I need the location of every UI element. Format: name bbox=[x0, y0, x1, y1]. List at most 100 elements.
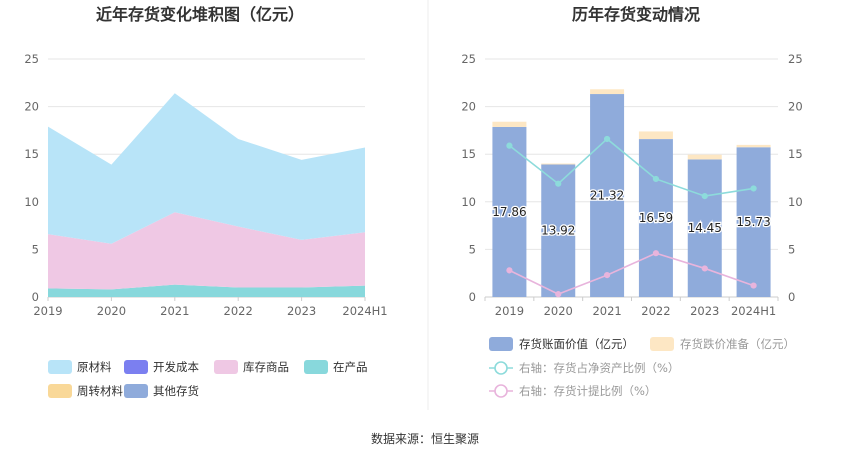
right-y-tick-label: 25 bbox=[461, 52, 476, 66]
bar-impairment-reserve bbox=[541, 163, 576, 165]
line-point bbox=[701, 192, 708, 200]
bar-value-label: 15.73 bbox=[736, 215, 770, 229]
legend-label-net_asset_ratio_line: 右轴：存货占净资产比例（%） bbox=[519, 361, 679, 375]
legend-swatch-other_inventory bbox=[124, 384, 148, 398]
right-x-tick-label: 2022 bbox=[641, 304, 670, 318]
left-y-tick-label: 25 bbox=[24, 52, 39, 66]
bar-book-value bbox=[736, 147, 771, 297]
legend-swatch-dev_cost bbox=[124, 360, 148, 374]
legend-label-turnover_materials: 周转材料 bbox=[77, 384, 123, 398]
right-bar-labels: 17.86 13.92 21.32 16.59 14.45 15.73 bbox=[491, 187, 772, 239]
line-point bbox=[555, 180, 562, 187]
bar-value-label: 14.45 bbox=[688, 221, 722, 235]
left-y-tick-label: 0 bbox=[32, 290, 39, 304]
right-y2-tick-label: 5 bbox=[788, 242, 795, 256]
legend-swatch-finished_goods bbox=[214, 360, 238, 374]
bar-value-label: 13.92 bbox=[541, 224, 575, 238]
right-y2-tick-label: 10 bbox=[788, 195, 803, 209]
right-y-axis-right: 0 5 10 15 20 25 bbox=[788, 52, 803, 304]
right-y-tick-label: 15 bbox=[461, 147, 476, 161]
bar-impairment-reserve bbox=[638, 131, 673, 140]
left-x-axis: 2019 2020 2021 2022 2023 2024H1 bbox=[33, 297, 388, 318]
bar-impairment-reserve bbox=[590, 89, 625, 95]
right-lines bbox=[506, 135, 757, 298]
legend-swatch-wip bbox=[304, 360, 328, 374]
bar-book-value bbox=[638, 139, 673, 297]
area-wip bbox=[48, 284, 365, 297]
line-net_asset_ratio_line bbox=[508, 137, 754, 197]
left-y-tick-label: 10 bbox=[24, 195, 39, 209]
area-raw_materials bbox=[48, 93, 365, 244]
legend-label-other_inventory: 其他存货 bbox=[153, 384, 199, 398]
line-point bbox=[750, 282, 757, 289]
data-source-label: 数据来源：恒生聚源 bbox=[371, 431, 479, 446]
left-x-tick-label: 2024H1 bbox=[342, 304, 387, 318]
right-chart-title: 历年存货变动情况 bbox=[572, 5, 700, 24]
bar-value-label: 17.86 bbox=[492, 205, 526, 219]
line-point bbox=[506, 267, 513, 274]
line-point bbox=[506, 142, 513, 149]
right-y-axis-left: 0 5 10 15 20 25 bbox=[461, 52, 476, 304]
legend-label-wip: 在产品 bbox=[333, 360, 368, 374]
bar-impairment-reserve bbox=[492, 121, 527, 127]
legend-label-book_value: 存货账面价值（亿元） bbox=[519, 337, 634, 351]
right-y2-tick-label: 0 bbox=[788, 290, 795, 304]
right-x-tick-label: 2020 bbox=[544, 304, 573, 318]
left-y-tick-label: 5 bbox=[32, 242, 39, 256]
bar-value-label: 16.59 bbox=[639, 211, 673, 225]
bar-book-value bbox=[590, 94, 625, 297]
right-y2-tick-label: 25 bbox=[788, 52, 803, 66]
left-x-tick-label: 2023 bbox=[287, 304, 316, 318]
legend-swatch-turnover_materials bbox=[48, 384, 72, 398]
left-area-chart: 近年存货变化堆积图（亿元） 0 5 10 15 20 25 2019 2020 2021 202… bbox=[24, 5, 388, 398]
line-provision_ratio_line bbox=[509, 252, 754, 296]
line-point bbox=[701, 265, 708, 272]
right-y-tick-label: 0 bbox=[469, 290, 476, 304]
right-x-tick-label: 2023 bbox=[690, 304, 719, 318]
left-chart-title: 近年存货变化堆积图（亿元） bbox=[96, 5, 304, 24]
bar-value-label: 21.32 bbox=[590, 189, 624, 203]
legend-swatch-raw_materials bbox=[48, 360, 72, 374]
legend-label-raw_materials: 原材料 bbox=[77, 360, 112, 374]
line-point bbox=[652, 250, 660, 257]
line-point bbox=[603, 135, 611, 143]
legend-label-dev_cost: 开发成本 bbox=[153, 360, 199, 374]
left-x-tick-label: 2019 bbox=[33, 304, 62, 318]
area-finished_goods bbox=[48, 212, 365, 290]
right-y2-tick-label: 15 bbox=[788, 147, 803, 161]
line-point bbox=[603, 272, 611, 279]
legend-label-finished_goods: 库存商品 bbox=[243, 360, 289, 374]
bar-impairment-reserve bbox=[687, 154, 722, 160]
line-point bbox=[750, 185, 757, 192]
legend-label-provision_ratio_line: 右轴：存货计提比例（%） bbox=[519, 384, 656, 398]
right-x-tick-label: 2021 bbox=[592, 304, 621, 318]
right-grid bbox=[485, 58, 778, 298]
right-legend: 存货账面价值（亿元） 存货跌价准备（亿元）右轴：存货占净资产比例（%） 右轴：存货计… bbox=[489, 337, 795, 398]
left-y-tick-label: 15 bbox=[24, 147, 39, 161]
legend-marker-provision_ratio_line bbox=[494, 384, 508, 398]
line-point bbox=[555, 291, 562, 298]
right-y-tick-label: 20 bbox=[461, 100, 476, 114]
bar-book-value bbox=[687, 159, 722, 297]
right-x-tick-label: 2024H1 bbox=[731, 304, 776, 318]
left-y-axis: 0 5 10 15 20 25 bbox=[24, 52, 39, 304]
line-point bbox=[652, 175, 660, 183]
right-y-tick-label: 10 bbox=[461, 195, 476, 209]
legend-swatch-book_value bbox=[489, 337, 513, 351]
left-y-tick-label: 20 bbox=[24, 100, 39, 114]
right-x-axis: 2019 2020 2021 2022 2023 2024H1 bbox=[484, 297, 779, 318]
left-x-tick-label: 2021 bbox=[160, 304, 189, 318]
right-y2-tick-label: 20 bbox=[788, 100, 803, 114]
right-y-tick-label: 5 bbox=[469, 242, 476, 256]
bar-impairment-reserve bbox=[736, 144, 771, 148]
legend-swatch-impairment_reserve bbox=[650, 337, 674, 351]
left-x-tick-label: 2020 bbox=[97, 304, 126, 318]
legend-marker-net_asset_ratio_line bbox=[494, 361, 508, 375]
legend-label-impairment_reserve: 存货跌价准备（亿元） bbox=[680, 337, 795, 351]
left-x-tick-label: 2022 bbox=[224, 304, 253, 318]
right-x-tick-label: 2019 bbox=[495, 304, 524, 318]
left-areas bbox=[48, 93, 365, 297]
